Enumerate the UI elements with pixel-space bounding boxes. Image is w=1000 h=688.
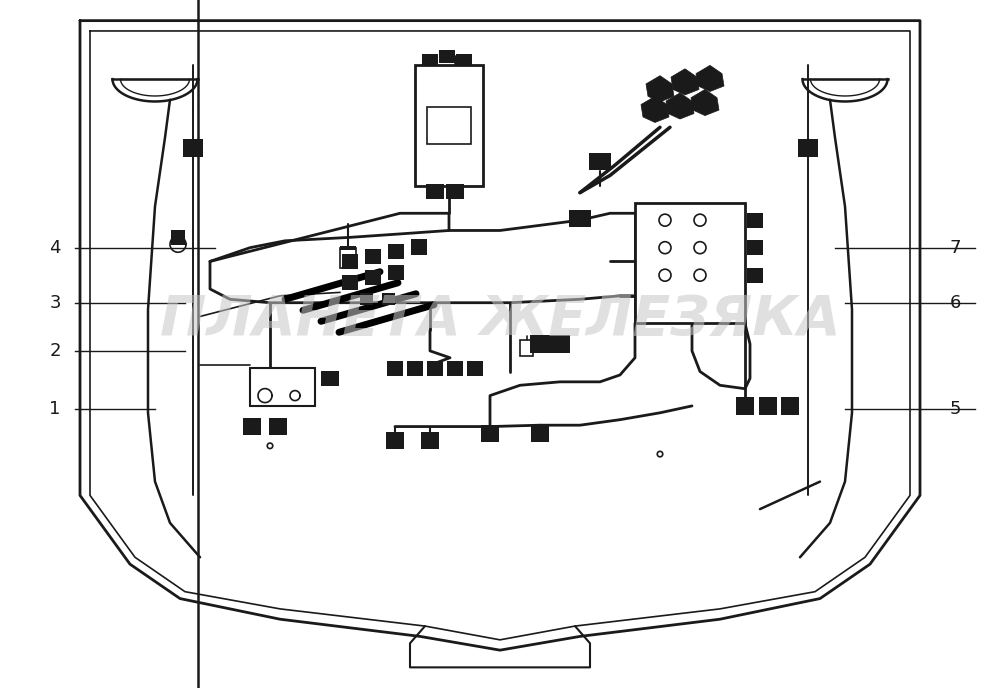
Bar <box>446 184 464 199</box>
Bar <box>439 50 455 63</box>
Bar <box>781 398 799 415</box>
Text: 5: 5 <box>949 400 961 418</box>
Bar <box>426 184 444 199</box>
Bar <box>269 418 287 436</box>
Bar <box>415 65 483 186</box>
Bar <box>589 153 611 171</box>
Bar <box>798 140 818 157</box>
Text: 1: 1 <box>49 400 61 418</box>
Bar <box>736 398 754 415</box>
Text: ПЛАНЕТА ЖЕЛЕЗЯКА: ПЛАНЕТА ЖЕЛЕЗЯКА <box>160 293 840 347</box>
Bar <box>422 54 438 66</box>
Polygon shape <box>671 69 699 95</box>
Bar <box>447 361 463 376</box>
Bar <box>427 361 443 376</box>
Polygon shape <box>691 89 719 116</box>
Bar <box>360 293 372 305</box>
Bar <box>342 275 358 290</box>
Polygon shape <box>696 65 724 92</box>
Bar <box>550 336 570 353</box>
Bar <box>635 203 745 323</box>
Bar <box>388 265 404 280</box>
Bar <box>747 213 763 228</box>
Bar <box>530 336 550 353</box>
Bar <box>171 230 185 245</box>
Bar <box>340 246 356 250</box>
Bar <box>421 432 439 449</box>
Bar <box>365 249 381 264</box>
Text: 6: 6 <box>949 294 961 312</box>
Bar <box>531 425 549 442</box>
Bar <box>569 211 591 228</box>
Bar <box>321 371 339 386</box>
Bar <box>340 248 356 268</box>
Bar <box>386 432 404 449</box>
Bar <box>407 361 423 376</box>
Bar <box>759 398 777 415</box>
Polygon shape <box>646 76 674 102</box>
Bar <box>747 240 763 255</box>
Bar <box>382 293 394 305</box>
Polygon shape <box>666 93 694 119</box>
Text: 2: 2 <box>49 342 61 360</box>
Bar <box>456 54 472 66</box>
Bar <box>481 425 499 442</box>
Bar <box>747 268 763 283</box>
Bar <box>182 140 202 157</box>
Bar <box>342 254 358 269</box>
Polygon shape <box>641 96 669 122</box>
Text: 4: 4 <box>49 239 61 257</box>
Bar <box>467 361 483 376</box>
Bar <box>411 239 427 255</box>
Text: 7: 7 <box>949 239 961 257</box>
Text: 3: 3 <box>49 294 61 312</box>
Bar <box>365 270 381 285</box>
Bar <box>520 340 533 356</box>
Bar <box>387 361 403 376</box>
Bar <box>250 368 315 406</box>
Bar <box>427 107 471 144</box>
Bar <box>243 418 261 436</box>
Bar <box>388 244 404 259</box>
